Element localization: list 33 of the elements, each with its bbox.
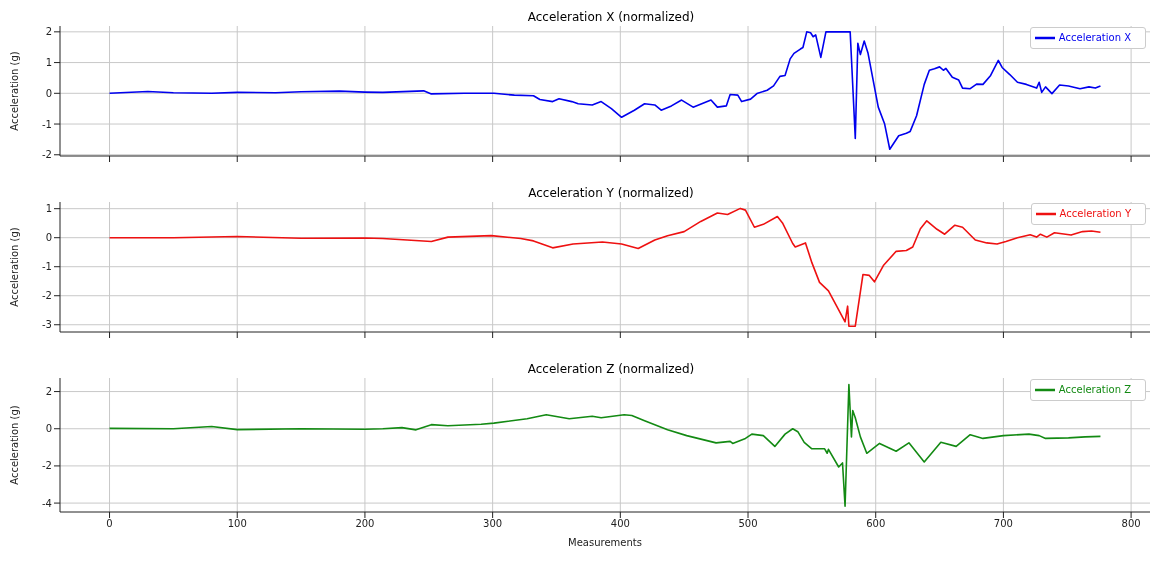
y-tick-label: 2 bbox=[45, 386, 52, 398]
y-tick-label: 1 bbox=[45, 57, 52, 69]
x-tick-label: 800 bbox=[1121, 518, 1141, 530]
x-tick-label: 100 bbox=[227, 518, 247, 530]
legend-label: Acceleration X bbox=[1058, 32, 1131, 43]
y-tick-label: 0 bbox=[45, 423, 52, 435]
chart-title: Acceleration Z (normalized) bbox=[526, 361, 696, 378]
y-tick-label: 0 bbox=[45, 232, 52, 244]
x-tick-label: 300 bbox=[483, 518, 503, 530]
x-tick-label: 500 bbox=[738, 518, 758, 530]
chart-title: Acceleration X (normalized) bbox=[526, 9, 696, 26]
legend-label: Acceleration Z bbox=[1058, 384, 1131, 395]
y-axis-title: Acceleration (g) bbox=[8, 227, 20, 307]
y-axis-title: Acceleration (g) bbox=[8, 51, 20, 131]
x-tick-label: 0 bbox=[106, 518, 113, 530]
legend-label: Acceleration Y bbox=[1059, 208, 1131, 219]
y-tick-label: 2 bbox=[45, 26, 52, 38]
y-tick-label: -2 bbox=[42, 460, 52, 472]
y-tick-label: -1 bbox=[42, 261, 52, 273]
x-tick-label: 400 bbox=[610, 518, 630, 530]
x-tick-label: 200 bbox=[355, 518, 375, 530]
y-axis-title: Acceleration (g) bbox=[8, 405, 20, 485]
y-tick-label: -1 bbox=[42, 118, 52, 130]
x-tick-label: 700 bbox=[993, 518, 1013, 530]
y-tick-label: -2 bbox=[42, 149, 52, 161]
y-tick-label: -4 bbox=[42, 497, 52, 509]
y-tick-label: -3 bbox=[42, 319, 52, 331]
x-axis-title: Measurements bbox=[568, 537, 642, 548]
y-tick-label: 1 bbox=[45, 203, 52, 215]
y-tick-label: 0 bbox=[45, 87, 52, 99]
y-tick-label: -2 bbox=[42, 290, 52, 302]
chart-title: Acceleration Y (normalized) bbox=[527, 185, 695, 202]
x-tick-label: 600 bbox=[866, 518, 886, 530]
